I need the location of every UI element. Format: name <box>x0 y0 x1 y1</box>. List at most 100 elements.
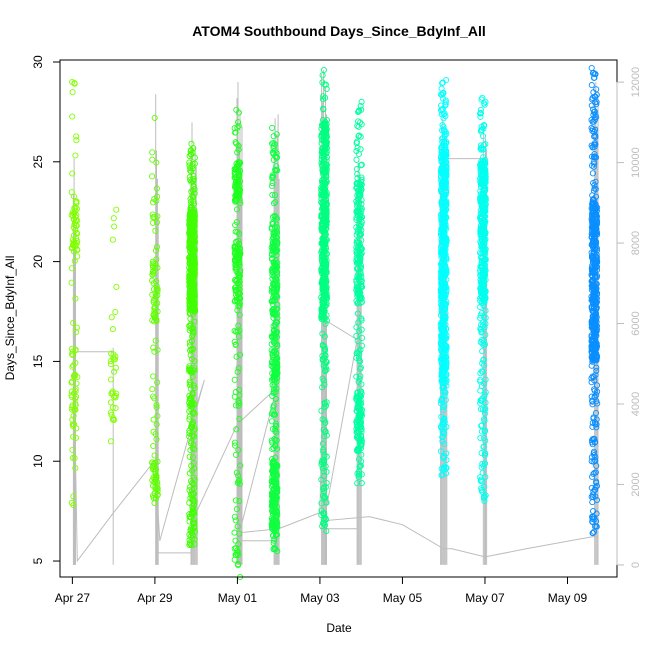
y2-tick-label: 8000 <box>630 231 642 255</box>
data-point <box>442 310 449 317</box>
data-point <box>271 192 279 199</box>
data-point <box>478 329 485 336</box>
data-point <box>440 115 447 122</box>
data-point <box>480 356 487 363</box>
data-point <box>591 387 598 394</box>
data-point <box>438 247 445 254</box>
data-point <box>235 194 242 201</box>
data-point <box>442 375 449 383</box>
data-point <box>235 446 242 453</box>
data-point <box>189 390 196 397</box>
data-point <box>153 243 161 250</box>
data-point <box>589 237 596 244</box>
data-point <box>439 215 447 222</box>
data-point <box>480 246 487 253</box>
data-point <box>321 473 328 480</box>
data-point <box>318 121 326 129</box>
data-point <box>191 222 198 229</box>
data-point <box>480 257 487 264</box>
data-point <box>236 187 243 195</box>
data-point <box>353 209 360 216</box>
data-point <box>73 222 80 229</box>
data-point <box>235 333 242 340</box>
data-point <box>72 393 80 400</box>
data-point <box>271 383 278 390</box>
data-point <box>590 209 597 216</box>
data-point <box>441 139 448 146</box>
data-point <box>236 190 243 197</box>
data-point <box>188 295 195 302</box>
data-point <box>439 318 446 325</box>
data-point <box>236 415 243 422</box>
data-point <box>235 237 242 244</box>
data-point <box>588 64 595 72</box>
data-point <box>271 354 278 361</box>
data-point <box>271 232 278 239</box>
data-point <box>482 437 489 444</box>
data-point <box>233 353 240 360</box>
data-point <box>355 118 362 125</box>
data-point <box>589 162 596 169</box>
data-point <box>274 314 281 322</box>
data-point <box>237 462 244 469</box>
data-point <box>187 238 194 245</box>
data-point <box>151 308 158 315</box>
data-point <box>268 410 275 417</box>
data-point <box>273 518 280 525</box>
data-point <box>357 162 364 169</box>
data-point <box>231 529 238 536</box>
data-point <box>480 281 487 288</box>
x-tick-label: May 07 <box>465 591 505 605</box>
data-point <box>592 178 599 185</box>
data-point <box>323 207 330 214</box>
data-point <box>273 224 281 231</box>
data-point <box>153 278 160 285</box>
data-point <box>353 138 360 145</box>
data-point <box>269 382 276 389</box>
data-point <box>69 170 76 177</box>
data-point <box>358 480 365 487</box>
data-point <box>269 351 276 358</box>
data-point <box>231 376 238 383</box>
data-point <box>108 411 115 418</box>
data-point <box>592 231 599 238</box>
data-point <box>318 305 325 313</box>
data-point <box>590 163 597 170</box>
data-point <box>589 437 596 444</box>
data-point <box>232 182 239 190</box>
data-point <box>591 452 598 459</box>
data-point <box>188 393 195 400</box>
data-point <box>189 526 196 534</box>
data-point <box>71 80 78 87</box>
data-point <box>355 207 362 214</box>
data-point <box>235 398 242 405</box>
data-point <box>272 198 279 206</box>
data-point <box>190 220 197 227</box>
data-point <box>591 235 598 242</box>
data-point <box>190 516 197 524</box>
data-point <box>186 153 193 160</box>
data-point <box>271 469 278 476</box>
data-point <box>232 451 240 458</box>
data-point <box>236 327 243 334</box>
data-point <box>107 399 114 406</box>
data-point <box>69 363 76 370</box>
data-point <box>269 392 276 400</box>
data-point <box>358 412 366 419</box>
data-point <box>189 264 196 272</box>
data-point <box>479 368 486 375</box>
data-point <box>358 176 365 183</box>
data-point <box>153 472 160 479</box>
data-point <box>590 414 597 421</box>
data-point <box>191 289 198 296</box>
data-point <box>439 428 446 435</box>
data-point <box>477 110 484 117</box>
data-point <box>442 99 449 106</box>
data-point <box>233 469 240 476</box>
data-point <box>154 492 161 499</box>
data-point <box>323 366 330 373</box>
data-point <box>441 246 448 254</box>
data-point <box>437 153 445 160</box>
data-point <box>273 221 280 228</box>
data-point <box>322 320 329 327</box>
